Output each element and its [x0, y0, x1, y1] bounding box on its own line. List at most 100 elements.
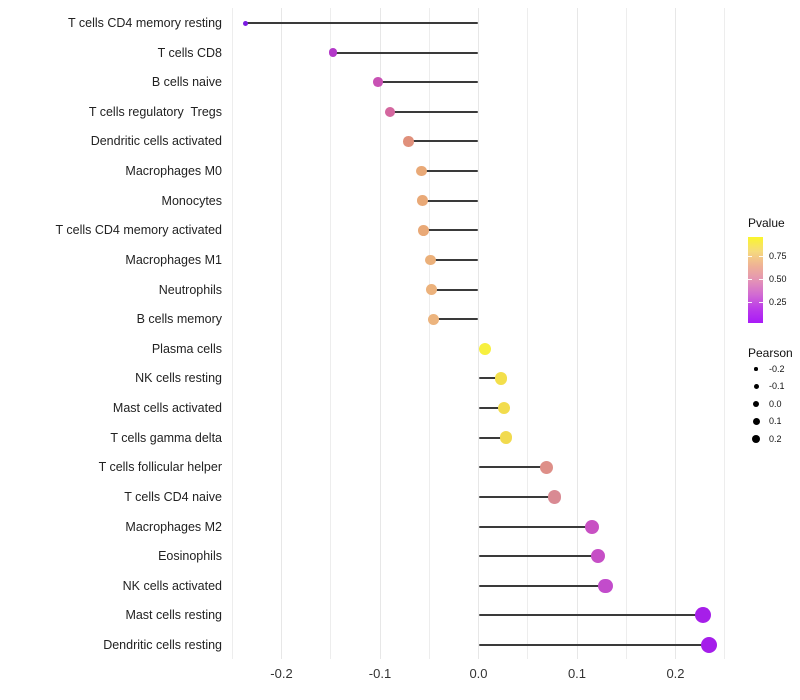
row-label: Macrophages M0 [125, 164, 222, 179]
pearson-legend-dot [752, 435, 760, 443]
row-label: Mast cells resting [125, 608, 222, 623]
pvalue-bar-tick [759, 256, 763, 257]
x-tick-label: 0.1 [567, 666, 587, 681]
lollipop-dot [424, 254, 436, 266]
gridline [675, 8, 676, 659]
lollipop-stem [478, 555, 598, 558]
pvalue-bar-tick [748, 256, 752, 257]
gridline [379, 8, 381, 659]
row-label: Dendritic cells resting [103, 638, 222, 653]
row-label: Mast cells activated [112, 401, 222, 416]
lollipop-dot [497, 401, 511, 415]
lollipop-stem [433, 318, 479, 321]
x-tick-label: -0.2 [270, 666, 293, 681]
lollipop-dot [547, 490, 562, 504]
row-label: Neutrophils [158, 282, 222, 297]
lollipop-stem [245, 22, 479, 24]
lollipop-dot [417, 195, 428, 207]
pvalue-legend-title: Pvalue [748, 216, 785, 230]
pvalue-legend-label: 0.75 [769, 251, 787, 261]
pvalue-bar-tick [748, 302, 752, 303]
gridline [281, 8, 282, 659]
lollipop-dot [695, 607, 712, 624]
lollipop-stem [421, 170, 479, 173]
lollipop-stem [430, 258, 479, 261]
row-label: Monocytes [161, 193, 222, 208]
row-label: T cells CD8 [157, 45, 222, 60]
lollipop-stem [478, 584, 606, 587]
lollipop-dot [416, 165, 427, 177]
row-label: B cells memory [136, 312, 222, 327]
lollipop-dot [584, 519, 599, 534]
x-tick-label: 0.0 [469, 666, 488, 681]
lollipop-stem [431, 288, 479, 291]
row-label: B cells naive [151, 75, 222, 90]
pvalue-legend-label: 0.25 [769, 297, 787, 307]
lollipop-dot [427, 313, 439, 325]
pearson-legend-dot [753, 384, 759, 389]
pearson-legend-dot [754, 367, 758, 371]
gridline [527, 8, 529, 659]
gridline [724, 8, 726, 659]
lollipop-stem [389, 110, 479, 113]
row-label: NK cells resting [135, 371, 222, 386]
pvalue-gradient-bar [748, 237, 763, 323]
lollipop-stem [478, 436, 507, 439]
lollipop-stem [478, 407, 505, 410]
lollipop-stem [332, 51, 479, 54]
gridline [478, 8, 479, 659]
lollipop-dot [700, 637, 717, 653]
gridline [330, 8, 332, 659]
lollipop-stem [478, 614, 704, 617]
lollipop-dot [328, 48, 337, 57]
lollipop-stem [423, 229, 479, 232]
lollipop-stem [422, 199, 479, 202]
lollipop-stem [478, 377, 502, 380]
lollipop-dot [373, 77, 383, 87]
lollipop-dot [494, 372, 508, 385]
pearson-legend-label: 0.2 [769, 433, 782, 444]
lollipop-dot [499, 431, 513, 444]
pvalue-bar-tick [759, 279, 763, 280]
pearson-legend-label: -0.2 [769, 363, 785, 374]
row-label: Macrophages M1 [125, 252, 222, 267]
x-tick-label: -0.1 [368, 666, 392, 681]
row-label: T cells CD4 naive [124, 489, 222, 504]
pearson-legend-label: -0.1 [769, 381, 785, 391]
pearson-legend-label: 0.0 [769, 398, 782, 409]
pearson-legend-title: Pearson [748, 346, 793, 360]
pearson-legend-label: 0.1 [769, 416, 782, 426]
pearson-legend-dot [752, 418, 760, 425]
row-label: T cells CD4 memory resting [68, 16, 222, 30]
lollipop-stem [408, 140, 479, 143]
lollipop-dot [403, 136, 414, 147]
row-label: Dendritic cells activated [90, 134, 222, 149]
row-label: Macrophages M2 [125, 519, 222, 534]
row-label: Plasma cells [151, 341, 222, 356]
row-label: NK cells activated [122, 578, 222, 593]
gridline [576, 8, 578, 659]
lollipop-stem [478, 466, 547, 469]
pvalue-bar-tick [759, 302, 763, 303]
x-tick-label: 0.2 [666, 666, 685, 681]
lollipop-dot [425, 284, 437, 295]
gridline [428, 8, 430, 659]
lollipop-stem [378, 81, 479, 84]
gridline [625, 8, 627, 659]
lollipop-dot [590, 549, 605, 564]
pvalue-legend-label: 0.50 [769, 274, 787, 284]
pvalue-bar-tick [748, 279, 752, 280]
lollipop-dot [479, 342, 492, 355]
lollipop-dot [598, 578, 613, 593]
row-label: T cells gamma delta [110, 430, 222, 445]
row-label: Eosinophils [158, 549, 222, 564]
lollipop-dot [384, 106, 395, 117]
lollipop-stem [478, 644, 709, 647]
lollipop-dot [242, 20, 248, 26]
lollipop-stem [478, 495, 555, 498]
pearson-legend-dot [752, 400, 760, 408]
lollipop-dot [418, 225, 429, 236]
row-label: T cells follicular helper [98, 460, 222, 475]
lollipop-dot [539, 460, 554, 474]
